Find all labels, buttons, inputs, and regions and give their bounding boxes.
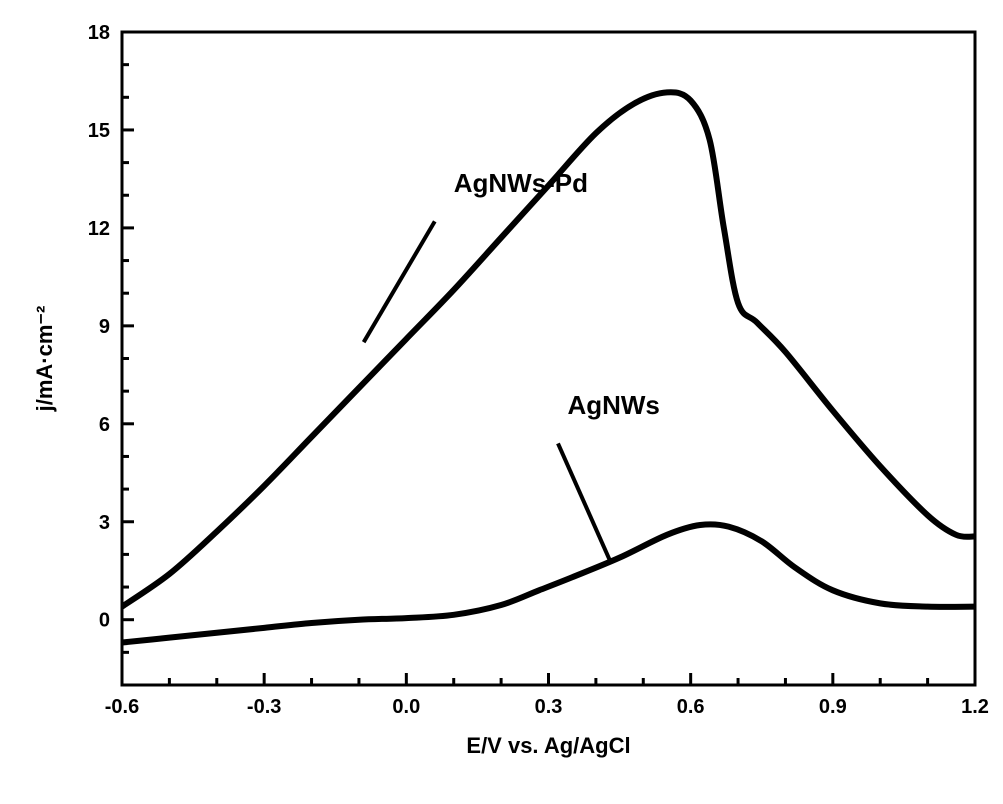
x-tick-label: -0.3 (247, 696, 281, 718)
y-tick-label: 9 (99, 316, 110, 338)
y-tick-label: 6 (99, 414, 110, 436)
y-tick-label: 3 (99, 512, 110, 534)
x-tick-label: 0.6 (677, 696, 705, 718)
x-tick-label: 0.9 (819, 696, 847, 718)
y-tick-label: 12 (88, 218, 110, 240)
y-tick-label: 15 (88, 120, 110, 142)
x-tick-label: 1.2 (961, 696, 989, 718)
x-tick-label: 0.3 (535, 696, 563, 718)
chart-container: -0.6 -0.3 0.0 0.3 0.6 0.9 1.2 0 3 6 9 12 15 18 E/V vs.… (0, 0, 1003, 799)
chart-svg: -0.6 -0.3 0.0 0.3 0.6 0.9 1.2 0 3 6 9 12 15 18 E/V vs.… (0, 0, 1003, 799)
y-axis-label: j/mA·cm⁻² (32, 306, 57, 413)
x-tick-label: 0.0 (392, 696, 420, 718)
x-tick-label: -0.6 (105, 696, 139, 718)
y-tick-label: 18 (88, 22, 110, 44)
annotation-label: AgNWs-Pd (454, 168, 588, 198)
x-axis-label: E/V vs. Ag/AgCl (466, 733, 630, 758)
annotation-label: AgNWs (567, 390, 659, 420)
y-tick-label: 0 (99, 610, 110, 632)
series-AgNWs (122, 524, 975, 642)
annotation-leader (558, 443, 610, 561)
